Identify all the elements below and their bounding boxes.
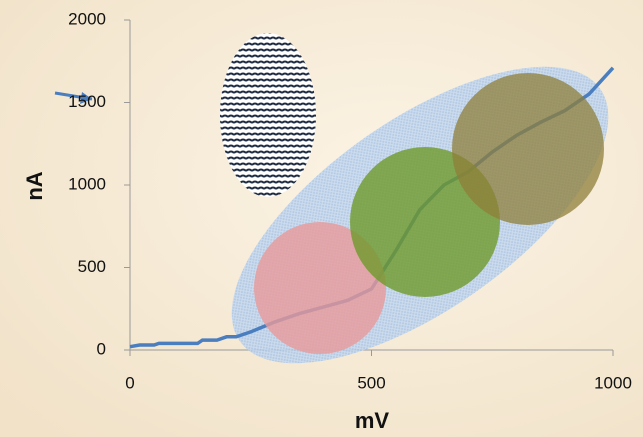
x-tick-label: 500 (357, 373, 385, 392)
y-axis-title: nA (22, 171, 47, 200)
fingerprint (220, 33, 316, 197)
y-tick-label: 2000 (68, 9, 106, 28)
chart: 0 500 1000 1500 2000 0 500 1000 mV nA (0, 0, 643, 437)
region-olive (452, 73, 604, 225)
y-tick-label: 1500 (68, 92, 106, 111)
page: {"chart_data": {"type": "line", "x_label… (0, 0, 643, 437)
x-tick-label: 1000 (594, 373, 632, 392)
x-tick-label: 0 (125, 373, 134, 392)
y-tick-label: 1000 (68, 174, 106, 193)
y-tick-label: 0 (97, 339, 106, 358)
x-axis-title: mV (355, 408, 390, 433)
y-tick-label: 500 (78, 257, 106, 276)
